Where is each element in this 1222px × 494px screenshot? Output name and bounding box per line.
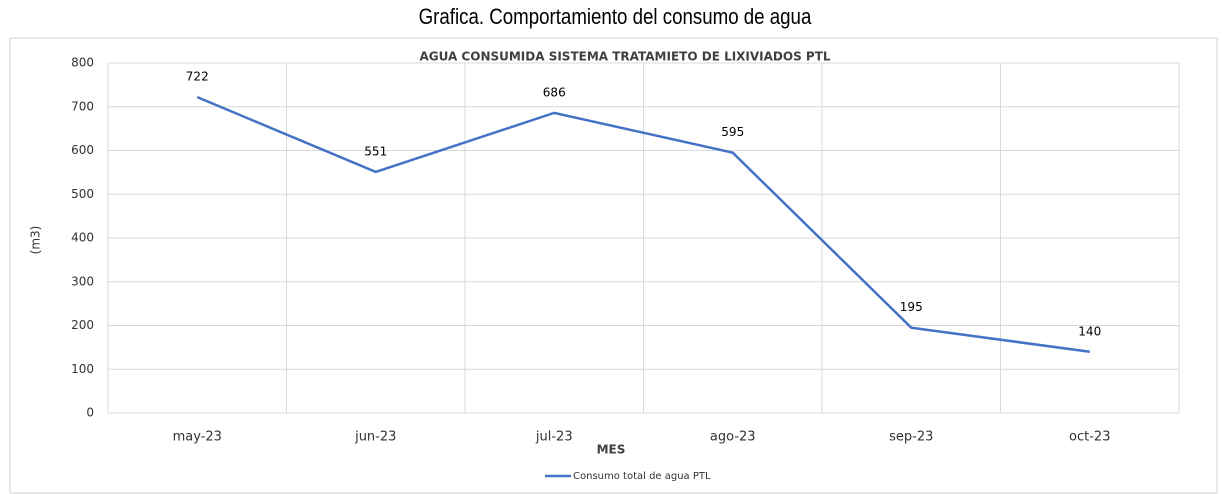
- y-tick-label: 300: [71, 274, 94, 288]
- data-label: 595: [721, 125, 744, 139]
- x-tick-label: ago-23: [710, 430, 756, 445]
- caption: Grafica. Comportamiento del consumo de a…: [419, 5, 812, 29]
- data-label: 722: [186, 70, 209, 84]
- y-tick-label: 500: [71, 187, 94, 201]
- data-label: 686: [543, 85, 566, 99]
- data-label: 195: [900, 300, 923, 314]
- y-tick-label: 700: [71, 99, 94, 113]
- y-tick-label: 0: [86, 406, 94, 420]
- legend-label: Consumo total de agua PTL: [573, 471, 711, 482]
- data-label: 551: [364, 144, 387, 158]
- x-axis-label: MES: [597, 443, 626, 457]
- series-line: [196, 95, 1090, 353]
- y-tick-label: 200: [71, 318, 94, 332]
- y-axis-label: (m3): [29, 226, 43, 255]
- x-tick-label: jun-23: [354, 430, 396, 445]
- y-tick-label: 800: [71, 56, 94, 70]
- x-tick-label: oct-23: [1069, 430, 1110, 445]
- x-tick-label: jul-23: [535, 430, 573, 445]
- chart-frame: [9, 37, 1218, 494]
- y-tick-label: 600: [71, 143, 94, 157]
- chart-title: AGUA CONSUMIDA SISTEMA TRATAMIETO DE LIX…: [419, 50, 830, 64]
- y-tick-label: 100: [71, 362, 94, 376]
- x-tick-label: sep-23: [889, 430, 933, 445]
- data-label: 140: [1078, 324, 1101, 338]
- x-tick-label: may-23: [173, 430, 222, 445]
- y-tick-label: 400: [71, 231, 94, 245]
